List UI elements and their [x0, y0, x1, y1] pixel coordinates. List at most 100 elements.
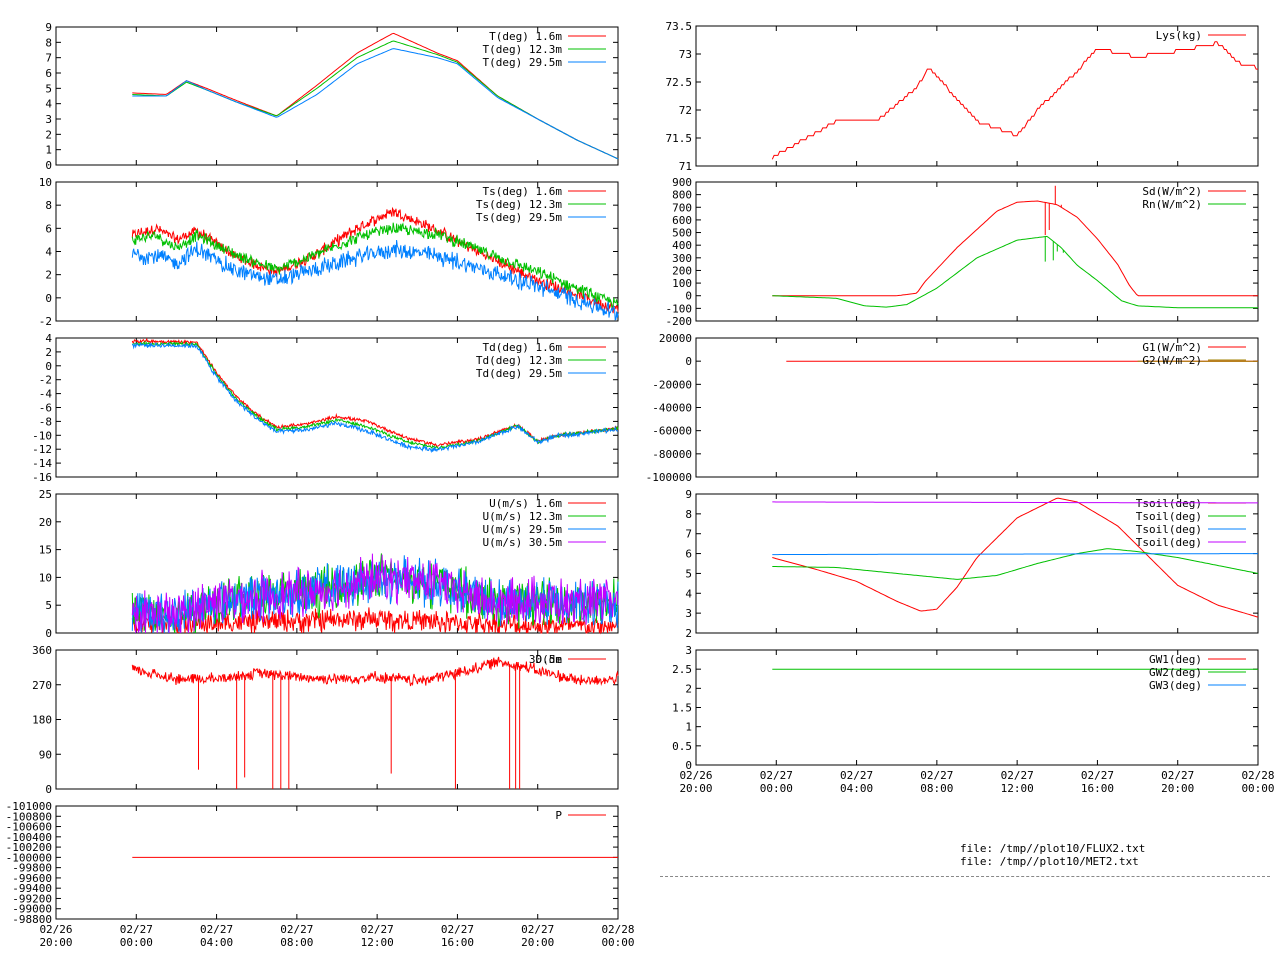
y-tick-label: -100000: [646, 471, 692, 484]
y-tick-label: 72: [679, 104, 692, 117]
y-tick-label: 3: [685, 607, 692, 620]
y-tick-label: 270: [32, 679, 52, 692]
y-tick-label: 400: [672, 239, 692, 252]
y-tick-label: 0: [45, 783, 52, 796]
legend-label: U(m/s) 29.5m: [483, 523, 563, 536]
x-tick-date-label: 02/27: [361, 923, 394, 936]
y-tick-label: -6: [39, 402, 52, 415]
legend-label: P: [555, 809, 562, 822]
y-tick-label: 500: [672, 227, 692, 240]
series-line: [772, 548, 1259, 580]
y-tick-label: 25: [39, 488, 52, 501]
x-tick-date-label: 02/26: [39, 923, 72, 936]
y-tick-label: 71: [679, 160, 692, 173]
series-line: [132, 340, 619, 450]
y-tick-label: 8: [685, 508, 692, 521]
y-tick-label: -100400: [6, 831, 52, 844]
y-tick-label: 0.5: [672, 740, 692, 753]
series-line: [131, 553, 619, 634]
x-tick-date-label: 02/27: [1001, 769, 1034, 782]
y-tick-label: 2: [45, 128, 52, 141]
y-tick-label: -10: [32, 429, 52, 442]
plot-frame: [695, 25, 1259, 167]
y-tick-label: 5: [45, 82, 52, 95]
series-line: [131, 607, 619, 635]
x-tick-time-label: 16:00: [1081, 782, 1114, 795]
plot-frame: [695, 493, 1259, 634]
divider-dashed: [660, 876, 1270, 877]
y-tick-label: 9: [685, 488, 692, 501]
y-tick-label: 4: [45, 332, 52, 345]
x-tick-date-label: 02/28: [601, 923, 634, 936]
x-tick-date-label: 02/27: [521, 923, 554, 936]
x-tick-date-label: 02/27: [1081, 769, 1114, 782]
legend-label-tail: 30.5m: [529, 653, 562, 666]
y-tick-label: 20: [39, 516, 52, 529]
y-tick-label: -99000: [12, 903, 52, 916]
y-tick-label: -200: [666, 315, 693, 328]
y-tick-label: 0: [685, 759, 692, 772]
y-tick-label: 300: [672, 252, 692, 265]
y-tick-label: 7: [685, 528, 692, 541]
legend-label: Lys(kg): [1156, 29, 1202, 42]
legend-label: Tsoil(deg): [1136, 497, 1202, 510]
y-tick-label: -99400: [12, 882, 52, 895]
y-tick-label: 1: [45, 144, 52, 157]
y-tick-label: 2.5: [672, 663, 692, 676]
legend-label: Tsoil(deg): [1136, 523, 1202, 536]
y-tick-label: 360: [32, 644, 52, 657]
y-tick-label: 6: [45, 222, 52, 235]
y-tick-label: 100: [672, 277, 692, 290]
legend-label: D(de: [536, 653, 563, 666]
legend-label: Td(deg) 1.6m: [483, 341, 563, 354]
y-tick-label: 800: [672, 189, 692, 202]
file-label-flux: file: /tmp//plot10/FLUX2.txt: [960, 842, 1146, 855]
y-tick-label: -80000: [652, 448, 692, 461]
x-tick-date-label: 02/27: [441, 923, 474, 936]
y-tick-label: -8: [39, 415, 52, 428]
y-tick-label: -98800: [12, 913, 52, 926]
legend-label: GW2(deg): [1149, 666, 1202, 679]
legend-label: Ts(deg) 29.5m: [476, 211, 562, 224]
y-tick-label: 5: [45, 599, 52, 612]
x-tick-date-label: 02/27: [1161, 769, 1194, 782]
series-line: [771, 41, 1258, 160]
series-line: [772, 200, 1258, 297]
x-tick-date-label: 02/27: [120, 923, 153, 936]
y-tick-label: -99200: [12, 892, 52, 905]
series-line: [131, 341, 619, 454]
y-tick-label: 7: [45, 52, 52, 65]
series-line: [772, 497, 1259, 618]
legend-label: T(deg) 12.3m: [483, 43, 563, 56]
y-tick-label: 0: [45, 360, 52, 373]
y-tick-label: -99800: [12, 862, 52, 875]
x-tick-date-label: 02/27: [200, 923, 233, 936]
series-line: [131, 222, 619, 308]
x-tick-time-label: 08:00: [280, 936, 313, 949]
y-tick-label: 73: [679, 48, 692, 61]
y-tick-label: 6: [45, 67, 52, 80]
x-tick-time-label: 08:00: [920, 782, 953, 795]
y-tick-label: -100000: [6, 851, 52, 864]
legend-label: G1(W/m^2): [1142, 341, 1202, 354]
y-tick-label: 0: [685, 355, 692, 368]
y-tick-label: 4: [45, 98, 52, 111]
y-tick-label: 700: [672, 201, 692, 214]
y-tick-label: -100800: [6, 810, 52, 823]
legend-label: Tsoil(deg): [1136, 510, 1202, 523]
y-tick-label: -99600: [12, 872, 52, 885]
y-tick-label: 9: [45, 21, 52, 34]
x-tick-date-label: 02/27: [840, 769, 873, 782]
series-line: [131, 239, 619, 321]
y-tick-label: -20000: [652, 378, 692, 391]
y-tick-label: -4: [39, 388, 53, 401]
x-tick-time-label: 00:00: [1241, 782, 1274, 795]
x-tick-time-label: 12:00: [361, 936, 394, 949]
y-tick-label: 8: [45, 36, 52, 49]
legend-label: Rn(W/m^2): [1142, 198, 1202, 211]
y-tick-label: 1.5: [672, 702, 692, 715]
legend-label: G2(W/m^2): [1142, 354, 1202, 367]
y-tick-label: 180: [32, 714, 52, 727]
y-tick-label: 2: [685, 682, 692, 695]
